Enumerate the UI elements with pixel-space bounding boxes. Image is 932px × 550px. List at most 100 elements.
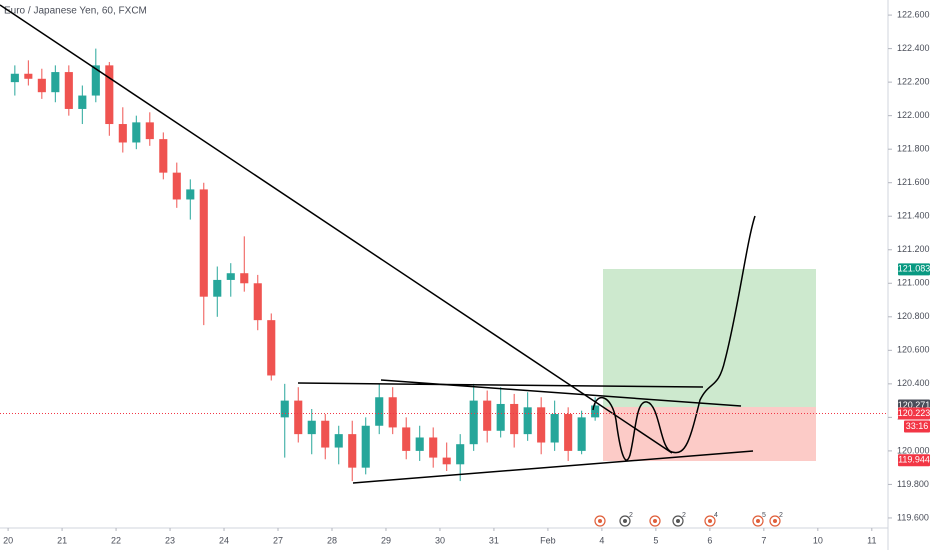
trend-line[interactable]	[380, 379, 742, 407]
event-dot	[653, 519, 657, 523]
candle-body	[550, 414, 559, 443]
y-tick-label: 120.400	[897, 378, 930, 388]
candle-body	[240, 273, 249, 284]
candle-body	[64, 72, 73, 109]
candle-body	[280, 400, 289, 418]
event-count: 2	[779, 512, 783, 519]
candle-body	[159, 139, 168, 173]
countdown: 33:16	[906, 421, 929, 431]
candle-body	[348, 434, 357, 468]
price-label-bg	[898, 263, 930, 276]
candle-body	[267, 320, 276, 376]
candle-body	[37, 78, 46, 93]
countdown-bg	[904, 420, 930, 433]
price-label-bg	[898, 407, 930, 420]
candle-body	[24, 73, 33, 79]
candle-body	[496, 403, 505, 431]
freehand-path[interactable]	[592, 215, 756, 461]
price-label: 119.944	[898, 455, 930, 465]
y-tick-label: 121.600	[897, 177, 930, 187]
y-tick-label: 122.200	[897, 77, 930, 87]
candle-body	[361, 425, 370, 468]
x-tick-label: 29	[381, 535, 391, 545]
x-tick-label: 7	[761, 535, 766, 545]
trend-line[interactable]	[297, 382, 704, 388]
take-profit-zone[interactable]	[603, 269, 816, 407]
x-tick-label: 24	[219, 535, 229, 545]
event-dot	[598, 519, 602, 523]
y-tick-label: 121.400	[897, 211, 930, 221]
price-label: 121.083	[898, 264, 931, 274]
y-tick-label: 119.800	[897, 479, 929, 489]
event-markers: 2 2 4 5 2	[594, 512, 783, 527]
event-dot	[773, 519, 777, 523]
event-dot	[676, 519, 680, 523]
candle-body	[537, 407, 546, 443]
event-dot	[756, 519, 760, 523]
y-tick-label: 121.200	[897, 244, 930, 254]
drawings	[0, 4, 816, 484]
candle-body	[199, 189, 208, 297]
stop-loss-zone[interactable]	[603, 407, 816, 461]
candle-body	[429, 437, 438, 458]
candle-body	[564, 414, 573, 451]
y-tick-label: 121.800	[897, 144, 930, 154]
x-tick-label: 21	[57, 535, 67, 545]
x-tick-label: 27	[273, 535, 283, 545]
candle-body	[483, 400, 492, 431]
event-dot	[623, 519, 627, 523]
x-tick-label: 11	[867, 535, 876, 545]
x-tick-label: 6	[707, 535, 712, 545]
candle-body	[91, 65, 100, 96]
trend-line[interactable]	[352, 450, 754, 484]
candle-body	[78, 95, 87, 109]
trend-line[interactable]	[0, 4, 673, 454]
price-label-bg	[898, 454, 930, 467]
x-tick-label: 31	[489, 535, 499, 545]
candle-body	[213, 279, 222, 297]
x-tick-label: 28	[327, 535, 337, 545]
candle-body	[172, 172, 181, 200]
candle-body	[321, 420, 330, 448]
event-count: 2	[682, 512, 686, 519]
candle-body	[375, 397, 384, 426]
x-tick-label: 30	[435, 535, 445, 545]
candle-body	[145, 122, 154, 140]
candle-body	[105, 65, 114, 125]
event-count: 5	[762, 512, 766, 519]
candle-body	[118, 124, 127, 143]
event-count: 2	[629, 512, 633, 519]
y-tick-label: 122.600	[897, 9, 930, 19]
chart-title: Euro / Japanese Yen, 60, FXCM	[4, 6, 147, 17]
price-label: 120.271	[898, 400, 931, 410]
candle-body	[294, 400, 303, 435]
candle-body	[334, 434, 343, 448]
candle-body	[307, 420, 316, 435]
event-count: 4	[714, 512, 718, 519]
candle-body	[523, 407, 532, 435]
plot-area	[10, 48, 600, 482]
price-label: 120.223	[898, 408, 931, 418]
candle-body	[469, 400, 478, 445]
y-tick-label: 120.800	[897, 311, 930, 321]
x-tick-label: 4	[599, 535, 604, 545]
x-tick-label: 20	[3, 535, 13, 545]
x-tick-label: 22	[111, 535, 121, 545]
candle-body	[456, 444, 465, 465]
candle-body	[51, 72, 60, 93]
y-tick-label: 120.000	[897, 445, 930, 455]
candle-body	[415, 437, 424, 451]
candle-body	[186, 189, 195, 200]
candle-body	[253, 283, 262, 321]
y-tick-label: 121.000	[897, 278, 930, 288]
event-dot	[708, 519, 712, 523]
y-tick-label: 119.600	[897, 512, 929, 522]
candle-body	[132, 122, 141, 143]
y-tick-label: 120.600	[897, 345, 930, 355]
y-tick-label: 122.000	[897, 110, 930, 120]
candle-body	[388, 397, 397, 428]
candle-body	[442, 457, 451, 465]
candle-body	[510, 403, 519, 435]
candle-body	[591, 405, 600, 418]
